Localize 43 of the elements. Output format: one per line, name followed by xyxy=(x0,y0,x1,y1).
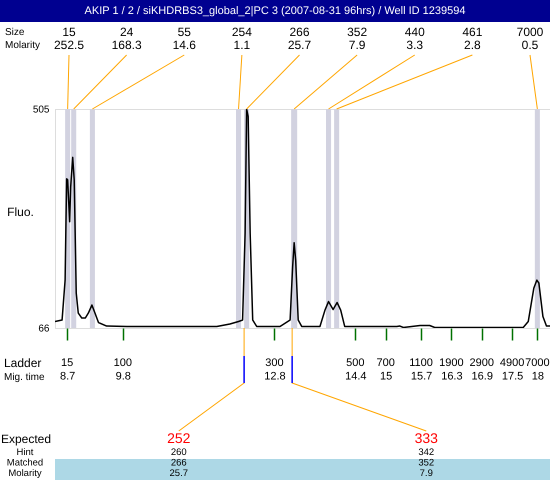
text: 15 xyxy=(61,357,74,369)
band-label: 461 2.8 xyxy=(462,25,483,52)
y-tick-label: 66 xyxy=(38,324,50,334)
text: 700 xyxy=(376,357,395,369)
annotation: 252 xyxy=(167,430,191,446)
band-label: 15 252.5 xyxy=(54,25,84,52)
text: 342 352 7.9 xyxy=(418,447,434,479)
text: 1100 xyxy=(409,357,433,369)
x-axis-title: Mig. time xyxy=(4,372,45,383)
text: 500 xyxy=(346,357,365,369)
text: 300 xyxy=(265,357,284,369)
band-label: 440 3.3 xyxy=(404,25,426,52)
x-tick-label: 16.3 xyxy=(441,370,463,382)
x-tick-label: 15.7 xyxy=(410,370,432,382)
text: Expected xyxy=(1,432,52,446)
x-tick-label: 15 xyxy=(380,370,392,382)
y-axis-title: Fluo. xyxy=(7,205,34,219)
x-tick-label: 18 xyxy=(532,370,544,382)
band-label: 7000 0.5 xyxy=(516,25,544,52)
x-tick-label: 16.9 xyxy=(472,370,493,382)
band-label: 266 25.7 xyxy=(288,25,312,52)
line-series xyxy=(55,109,550,328)
band-label: 55 14.6 xyxy=(172,25,196,52)
text: 7000 xyxy=(525,357,550,369)
text: 4900 xyxy=(500,357,524,369)
text: Ladder xyxy=(4,356,42,370)
x-tick-label: 9.8 xyxy=(116,370,131,382)
x-tick-label: 14.4 xyxy=(345,370,367,382)
x-tick-label: 17.5 xyxy=(502,370,524,382)
text: 2900 xyxy=(470,357,494,369)
text: Hint Matched Molarity xyxy=(6,447,44,479)
chart-title: AKIP 1 / 2 / siKHDRBS3_global_2|PC 3 (2007-08-31 96hrs) / Well ID 1239594 xyxy=(84,5,466,17)
text: Size Molarity xyxy=(5,27,40,51)
annotation: 333 xyxy=(414,430,438,446)
band-label: 24 168.3 xyxy=(112,25,142,52)
x-tick-label: 12.8 xyxy=(264,370,286,382)
x-tick-label: 8.7 xyxy=(60,370,76,382)
band-label: 254 1.1 xyxy=(232,25,252,52)
text: 100 xyxy=(114,357,132,369)
y-tick-label: 505 xyxy=(32,104,50,116)
band-label: 352 7.9 xyxy=(347,25,368,52)
text: 260 266 25.7 xyxy=(170,447,188,479)
text: 1900 xyxy=(439,357,464,369)
